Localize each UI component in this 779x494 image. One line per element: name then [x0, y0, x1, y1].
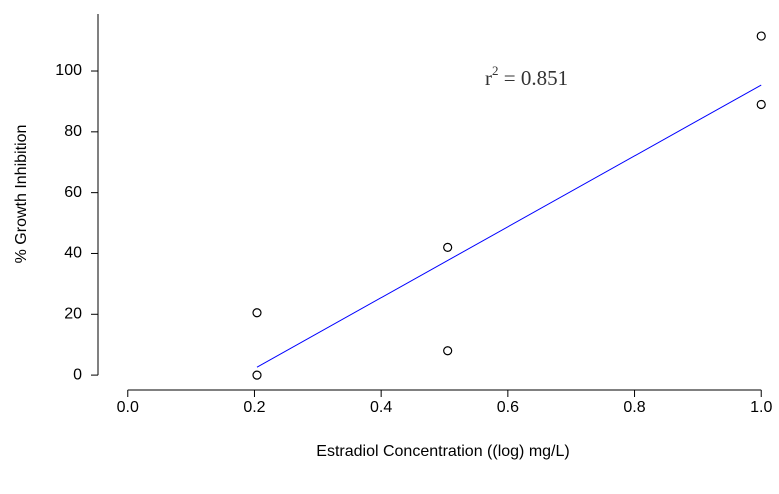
- x-tick-label: 0.0: [117, 399, 139, 416]
- y-tick-label: 0: [73, 366, 82, 383]
- y-tick-label: 60: [64, 184, 82, 201]
- point: [756, 99, 766, 110]
- annotation: r2 = 0.851: [485, 63, 568, 90]
- y-axis-label: % Growth Inhibition: [13, 125, 30, 264]
- x-axis-label: Estradiol Concentration ((log) mg/L): [316, 443, 569, 460]
- annotation-r: r: [485, 66, 492, 90]
- x-tick-label: 0.8: [623, 399, 645, 416]
- point: [443, 242, 453, 252]
- x-tick-label: 1.0: [750, 399, 772, 416]
- point: [443, 346, 453, 356]
- y-tick-label: 80: [64, 123, 82, 140]
- y-tick-label: 40: [64, 245, 82, 262]
- x-tick-label: 0.4: [370, 399, 392, 416]
- y-tick-label: 100: [55, 62, 82, 79]
- annotation-sup: 2: [492, 63, 499, 78]
- annotation-value: = 0.851: [499, 66, 569, 90]
- y-tick-label: 20: [64, 306, 82, 323]
- x-tick-label: 0.6: [497, 399, 519, 416]
- fit-line: [256, 84, 762, 368]
- point: [252, 370, 262, 380]
- point: [756, 31, 766, 41]
- point: [252, 308, 262, 318]
- x-tick-label: 0.2: [243, 399, 265, 416]
